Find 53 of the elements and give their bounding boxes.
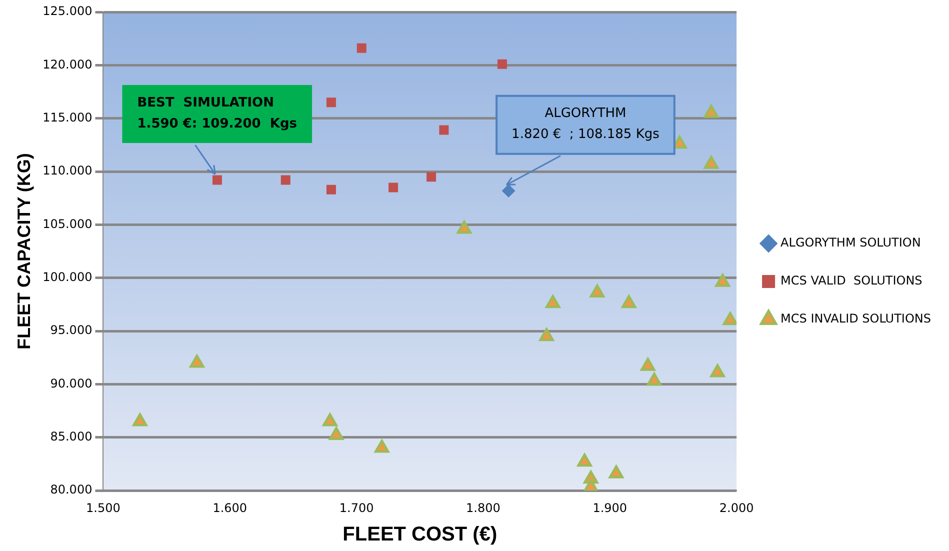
point (132, 413, 148, 426)
y-tick-label: 125.000 (42, 4, 92, 18)
y-tick-label: 85.000 (50, 430, 92, 444)
legend-label: MCS INVALID SOLUTIONS (780, 312, 931, 326)
y-tick-label: 80.000 (50, 482, 92, 497)
point (326, 184, 336, 194)
point (426, 172, 436, 182)
point (326, 98, 336, 108)
point (704, 104, 719, 118)
annotation: ALGORYTHM 1.820 € ; 108.185 Kgs (512, 106, 660, 142)
point (388, 182, 398, 192)
point (622, 295, 636, 308)
annotation: BEST SIMULATION 1.590 €: 109.200 Kgs (137, 95, 298, 132)
point (640, 358, 656, 371)
point (439, 125, 449, 135)
legend-label: MCS VALID SOLUTIONS (780, 274, 922, 288)
point (584, 479, 598, 491)
point (590, 284, 605, 298)
x-tick-label: 1.600 (212, 500, 248, 515)
y-axis-title: FLEET CAPACITY (KG) (14, 153, 34, 350)
point (646, 372, 662, 386)
point (502, 184, 516, 198)
legend-label: ALGORYTHM SOLUTION (780, 236, 921, 250)
point (577, 454, 592, 467)
y-tick-label: 95.000 (50, 323, 92, 338)
point (546, 295, 560, 308)
y-tick-label: 90.000 (50, 376, 92, 390)
x-tick-label: 1.800 (466, 500, 500, 515)
y-tick-label: 100.000 (42, 270, 92, 284)
point (715, 274, 730, 287)
point (497, 59, 507, 69)
y-tick-label: 115.000 (42, 110, 92, 124)
y-tick-label: 110.000 (42, 164, 92, 178)
point (710, 364, 725, 378)
point (328, 427, 344, 440)
y-tick-label: 120.000 (42, 57, 92, 72)
point (456, 220, 472, 234)
point (212, 175, 222, 185)
x-tick-label: 1.500 (86, 500, 120, 515)
point (356, 43, 366, 53)
point (374, 440, 390, 453)
point (190, 354, 204, 368)
point (722, 312, 737, 326)
point (539, 328, 554, 342)
point (608, 465, 624, 478)
x-tick-label: 2.000 (719, 500, 754, 515)
point (322, 413, 338, 426)
x-axis-title: FLEET COST (€) (342, 524, 498, 546)
y-tick-label: 105.000 (42, 216, 92, 231)
point (704, 156, 719, 169)
x-tick-label: 1.900 (592, 500, 628, 515)
x-tick-label: 1.700 (339, 500, 374, 515)
point (280, 175, 290, 185)
